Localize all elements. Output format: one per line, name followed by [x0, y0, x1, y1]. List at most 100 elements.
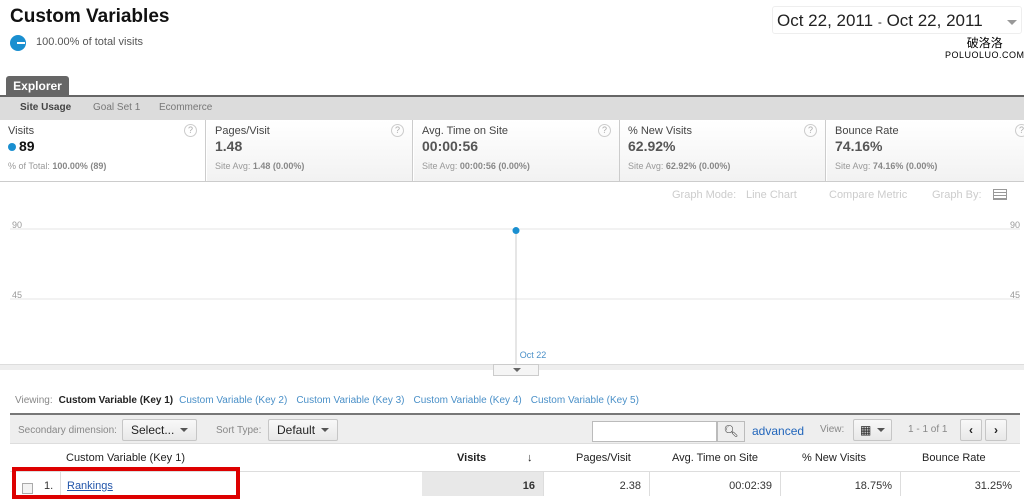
row-checkbox[interactable]	[22, 483, 33, 494]
watermark-logo: 破洛洛 POLUOLUO.COM	[945, 36, 1024, 60]
dimension-link-key2[interactable]: Custom Variable (Key 2)	[179, 395, 288, 406]
metric-label: Pages/Visit	[215, 125, 270, 137]
y-tick-right: 90	[1010, 220, 1020, 230]
cell-pages-visit: 2.38	[544, 472, 650, 496]
segment-summary: 100.00% of total visits	[36, 36, 144, 48]
chevron-down-icon	[321, 428, 330, 436]
metric-sub-value: 100.00% (89)	[52, 161, 107, 171]
subtab-ecommerce[interactable]: Ecommerce	[159, 102, 213, 113]
series-dot-icon	[8, 143, 16, 151]
segment-pie-icon	[10, 35, 26, 51]
cell-avg-time: 00:02:39	[650, 472, 781, 496]
chart-resize-handle[interactable]	[493, 364, 539, 376]
highlight-box	[12, 467, 240, 499]
metric-sub-label: Site Avg:	[422, 161, 458, 171]
dimension-link-key4[interactable]: Custom Variable (Key 4)	[413, 395, 522, 406]
row-index: 1.	[44, 480, 54, 492]
metric-pages-visit[interactable]: Pages/Visit 1.48 Site Avg: 1.48 (0.00%) …	[207, 120, 413, 181]
sort-type-label: Sort Type:	[216, 425, 262, 436]
y-tick-left: 90	[12, 220, 22, 230]
prev-page-button[interactable]: ‹	[960, 419, 982, 441]
search-icon[interactable]: 🔍︎	[717, 421, 745, 442]
y-tick-left: 45	[12, 290, 22, 300]
row-dimension-link[interactable]: Rankings	[67, 480, 113, 492]
metric-label: Visits	[8, 125, 35, 137]
metric-sub-value: 62.92% (0.00%)	[665, 161, 731, 171]
metric-sub-value: 1.48 (0.00%)	[252, 161, 305, 171]
metric-value: 89	[19, 138, 35, 154]
metric-sub-label: Site Avg:	[628, 161, 664, 171]
metric-sub-value: 00:00:56 (0.00%)	[459, 161, 530, 171]
select-value: Default	[277, 423, 316, 437]
page-title: Custom Variables	[10, 6, 170, 27]
metric-label: Avg. Time on Site	[422, 125, 509, 137]
line-chart: 45 45 90 90 Oct 22	[10, 220, 1020, 369]
metric-sub-label: Site Avg:	[215, 161, 251, 171]
column-header-dimension[interactable]: Custom Variable (Key 1)	[66, 452, 186, 464]
dimension-selector: Viewing: Custom Variable (Key 1) Custom Va…	[15, 395, 648, 406]
table-toolbar: Secondary dimension: Select... Sort Type…	[10, 413, 1020, 444]
secondary-dimension-select[interactable]: Select...	[122, 419, 198, 441]
chevron-down-icon	[877, 428, 886, 436]
dimension-link-key5[interactable]: Custom Variable (Key 5)	[530, 395, 639, 406]
metric-new-visits[interactable]: % New Visits 62.92% Site Avg: 62.92% (0.…	[620, 120, 826, 181]
metric-value: 62.92%	[628, 138, 676, 154]
compare-metric-button[interactable]: Compare Metric	[829, 189, 908, 201]
metric-avg-time[interactable]: Avg. Time on Site 00:00:56 Site Avg: 00:…	[414, 120, 620, 181]
metric-sub-value: 74.16% (0.00%)	[872, 161, 938, 171]
subtab-goal-set-1[interactable]: Goal Set 1	[93, 102, 141, 113]
metric-visits[interactable]: Visits 89 % of Total: 100.00% (89) ?	[0, 120, 206, 181]
help-icon[interactable]: ?	[598, 124, 611, 137]
date-end: Oct 22, 2011	[886, 11, 983, 30]
metric-label: Bounce Rate	[835, 125, 899, 137]
graph-mode-select[interactable]: Line Chart	[746, 189, 797, 201]
metric-value: 00:00:56	[422, 138, 479, 154]
table-row: 1. Rankings 16 2.38 00:02:39 18.75% 31.2…	[10, 472, 1020, 496]
view-type-select[interactable]: ▦	[853, 419, 893, 441]
cell-visits: 16	[422, 472, 544, 496]
help-icon[interactable]: ?	[184, 124, 197, 137]
chevron-down-icon	[1007, 20, 1017, 30]
search-input[interactable]	[592, 421, 717, 442]
subtab-bar: Site Usage Goal Set 1 Ecommerce	[0, 95, 1024, 120]
graph-mode-label: Graph Mode:	[672, 189, 737, 201]
x-tick-label: Oct 22	[520, 350, 547, 360]
help-icon[interactable]: ?	[391, 124, 404, 137]
cell-new-visits: 18.75%	[781, 472, 901, 496]
metric-scorecards: Visits 89 % of Total: 100.00% (89) ? Pag…	[0, 120, 1024, 182]
metric-value: 74.16%	[835, 138, 883, 154]
data-point[interactable]	[512, 227, 520, 235]
sort-arrow-down-icon[interactable]: ↓	[527, 452, 533, 464]
metric-sub-label: Site Avg:	[835, 161, 871, 171]
select-value: Select...	[131, 423, 175, 437]
view-label: View:	[820, 424, 845, 435]
dimension-current: Custom Variable (Key 1)	[58, 395, 174, 406]
grid-icon: ▦	[860, 423, 872, 437]
date-start: Oct 22, 2011	[777, 11, 874, 30]
column-header-visits[interactable]: Visits	[457, 452, 487, 464]
subtab-site-usage[interactable]: Site Usage	[20, 102, 72, 113]
pagination-text: 1 - 1 of 1	[908, 424, 948, 435]
column-header-avg-time[interactable]: Avg. Time on Site	[672, 452, 759, 464]
secondary-dimension-label: Secondary dimension:	[18, 425, 117, 436]
help-icon[interactable]: ?	[804, 124, 817, 137]
chevron-down-icon	[180, 428, 189, 436]
tab-explorer[interactable]: Explorer	[6, 76, 69, 96]
dimension-link-key3[interactable]: Custom Variable (Key 3)	[296, 395, 405, 406]
column-divider	[60, 472, 61, 496]
next-page-button[interactable]: ›	[985, 419, 1007, 441]
metric-bounce-rate[interactable]: Bounce Rate 74.16% Site Avg: 74.16% (0.0…	[827, 120, 1024, 181]
column-header-new-visits[interactable]: % New Visits	[802, 452, 866, 464]
column-header-bounce-rate[interactable]: Bounce Rate	[922, 452, 986, 464]
column-header-pages-visit[interactable]: Pages/Visit	[576, 452, 631, 464]
graph-by-label: Graph By:	[932, 189, 982, 201]
metric-sub-label: % of Total:	[8, 161, 50, 171]
y-tick-right: 45	[1010, 290, 1020, 300]
sort-type-select[interactable]: Default	[268, 419, 339, 441]
advanced-filter-link[interactable]: advanced	[752, 424, 805, 438]
date-range-picker[interactable]: Oct 22, 2011 - Oct 22, 2011	[772, 6, 1022, 34]
date-separator: -	[877, 15, 882, 29]
table-header: Custom Variable (Key 1) Visits ↓ Pages/V…	[10, 444, 1020, 472]
graph-by-icon[interactable]	[993, 189, 1007, 200]
help-icon[interactable]: ?	[1015, 124, 1024, 137]
